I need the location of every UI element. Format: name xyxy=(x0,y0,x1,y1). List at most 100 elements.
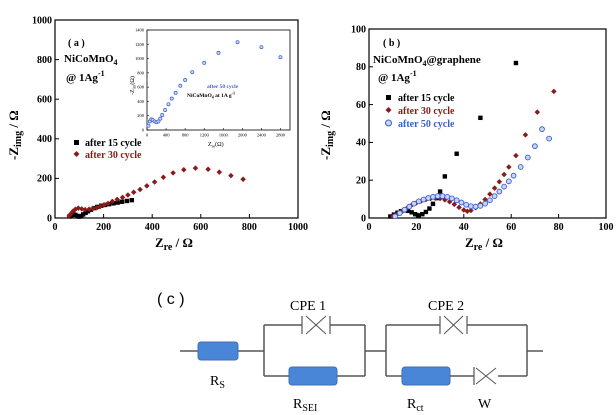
panel-b-series-50-point xyxy=(406,203,413,210)
inset-series-point xyxy=(216,50,221,55)
panel-b-series-50-point xyxy=(524,154,531,161)
panel-b-series-15-point xyxy=(430,201,436,207)
panel-b-sample-text: NiCoMnO4@graphene xyxy=(373,54,481,68)
panel-b-series-15-point xyxy=(409,210,414,215)
panel-b-series-50-point xyxy=(415,198,422,205)
panel-b-series-15-point xyxy=(442,174,448,179)
panel-a-plot-frame xyxy=(54,19,299,219)
panel-b-x-tick-label: 0 xyxy=(367,222,372,233)
inset-x-tick-label: 2400 xyxy=(257,133,267,138)
panel-a-x-tick-label: 200 xyxy=(96,222,111,233)
panel-a-y-tick-label: 800 xyxy=(37,55,52,66)
cpe2-element xyxy=(439,315,468,335)
panel-a-x-tick-label: 800 xyxy=(242,222,257,233)
inset-y-tick-label: 600 xyxy=(137,85,145,90)
panel-a-series-30-point xyxy=(216,169,223,175)
inset-series-point xyxy=(146,123,151,128)
inset-series-point xyxy=(169,96,174,101)
panel-b-series-50-point xyxy=(411,200,417,207)
panel-a-y-tick-label: 600 xyxy=(37,95,52,106)
inset-series-point xyxy=(173,90,178,95)
panel-a-y-tick-label: 400 xyxy=(37,134,52,145)
inset-plot-frame xyxy=(146,29,291,131)
panel-b-plot-frame xyxy=(368,28,607,219)
inset-caption: NiCoMnO4 at 1A g-1 xyxy=(187,91,235,100)
equivalent-circuit-diagram: ( c ) RS CPE 1 RSEI xyxy=(157,291,543,414)
panel-b-series-15-point xyxy=(478,115,483,121)
panel-b-x-tick-label: 40 xyxy=(459,222,469,233)
inset-xlabel-unit: (Ω) xyxy=(215,141,223,148)
panel-a-series-30-point xyxy=(109,198,116,205)
panel-a-y-tick-label: 200 xyxy=(37,174,52,185)
panel-a-series-30-point xyxy=(90,205,96,212)
panel-a-legend-marker-15 xyxy=(74,140,79,145)
panel-b-series-50-point xyxy=(491,193,498,199)
inset-x-axis-title: Zre(Ω) xyxy=(208,141,224,149)
inset-series-point xyxy=(158,116,163,121)
panel-a-series-30-point xyxy=(130,189,137,196)
panel-b-series-15-point xyxy=(413,212,418,217)
rct-letter: R xyxy=(407,397,417,412)
panel-b-rate-text: @ 1Ag-1 xyxy=(378,69,417,84)
panel-a-label: ( a ) xyxy=(68,38,85,49)
panel-b-ylabel-sub: img xyxy=(325,131,336,147)
panel-b-series-30-point xyxy=(468,207,474,214)
panel-b-y-tick-label: 100 xyxy=(351,24,366,35)
inset-series-point xyxy=(183,78,188,82)
panel-a-ylabel-unit: / Ω xyxy=(6,110,21,131)
inset-series-point xyxy=(156,119,161,124)
panel-a-legend-label-15: after 15 cycle xyxy=(85,138,142,149)
rs-sub: S xyxy=(219,380,225,391)
panel-a-y-tick-label: 1000 xyxy=(32,15,52,26)
inset-series-point xyxy=(278,55,283,60)
panel-b-series-30-point xyxy=(513,152,519,159)
panel-b-series-50-point xyxy=(496,188,503,195)
panel-b-series-15-point xyxy=(454,151,459,156)
panel-a-x-tick-label: 0 xyxy=(53,222,58,233)
panel-a-sample-name: NiCoMnO xyxy=(64,53,114,65)
panel-a-series-30-point xyxy=(151,179,158,185)
rs-resistor xyxy=(197,341,239,361)
panel-b-series-50-point xyxy=(444,193,451,200)
panel-b-legend: after 15 cycle after 30 cycle after 50 c… xyxy=(385,93,455,130)
panel-a-series-30-point xyxy=(114,196,120,203)
panel-a-series-30-point xyxy=(205,166,211,173)
inset-series-point xyxy=(160,113,165,117)
panel-b-sample-rest: @graphene xyxy=(427,54,481,66)
panel-a-rate: @ 1Ag xyxy=(66,72,98,84)
panel-b-series-50-point xyxy=(477,203,484,209)
inset-series-point xyxy=(202,60,207,65)
panel-a-series-30-point xyxy=(137,186,143,193)
panel-b-series-50-point xyxy=(546,135,552,142)
panel-a-series-30-point xyxy=(160,174,167,180)
panel-b-series-50-point xyxy=(482,200,488,207)
inset-x-tick-label: 0 xyxy=(146,133,149,138)
panel-b-ylabel-unit: / Ω xyxy=(318,110,333,131)
inset-x-tick-label: 400 xyxy=(163,133,171,138)
panel-a-legend-label-30: after 30 cycle xyxy=(85,150,142,161)
panel-b-series-50-point xyxy=(396,210,403,216)
inset-x-tick-label: 1600 xyxy=(219,133,229,138)
panel-b-series-30-point xyxy=(551,88,557,95)
inset-xlabel-sub: re xyxy=(212,144,216,149)
panel-b-series-30-point xyxy=(522,132,529,138)
panel-a-series-15-point xyxy=(119,199,125,204)
panel-a-y-ticks: 0 200 400 600 800 1000 xyxy=(32,15,59,224)
panel-a-x-tick-label: 600 xyxy=(193,222,208,233)
panel-b-series-50-point xyxy=(430,193,436,200)
inset-series-point xyxy=(166,102,171,107)
panel-b-series-30-point xyxy=(491,185,498,191)
panel-b-series-15-point xyxy=(437,189,443,194)
inset-y-tick-label: 1400 xyxy=(135,28,145,33)
inset-ylabel: -Z xyxy=(130,89,136,95)
panel-b-x-axis-title: Zre / Ω xyxy=(465,235,503,253)
panel-b-series-50-point xyxy=(434,193,441,199)
inset-ylabel-unit: (Ω) xyxy=(129,76,136,84)
inset-y-tick-label: 1000 xyxy=(135,56,145,61)
panel-b-series-30-point xyxy=(534,109,541,115)
inset-x-tick-label: 1200 xyxy=(200,133,210,138)
inset-y-tick-label: 1200 xyxy=(135,42,145,47)
inset-caption-main: NiCoMnO xyxy=(187,93,212,99)
panel-b-y-tick-label: 80 xyxy=(356,62,366,73)
